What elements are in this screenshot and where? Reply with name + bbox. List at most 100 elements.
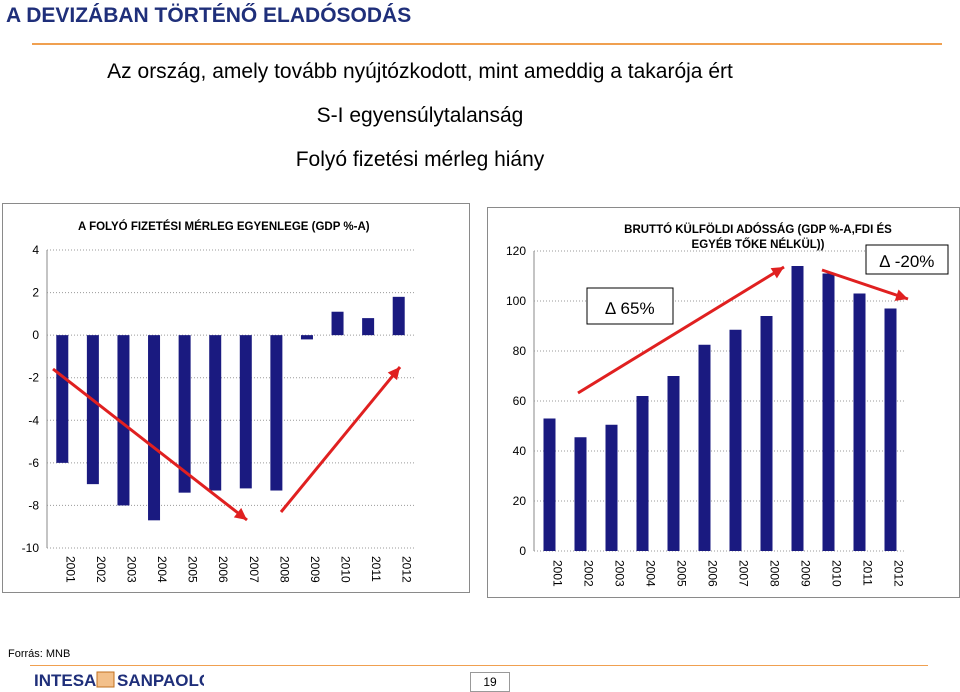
x-tick-label: 2007 [737,560,751,587]
y-tick-label: 60 [513,394,527,408]
x-tick-label: 2008 [277,556,291,583]
arrow-decline-shaft [821,268,909,301]
logo-text-right: SANPAOLO [117,671,204,690]
x-tick-label: 2012 [400,556,414,583]
page-title: A DEVIZÁBAN TÖRTÉNŐ ELADÓSODÁS [6,4,412,27]
y-tick-label: 0 [519,544,526,558]
bar-2007 [729,329,742,551]
logo-mark-icon [96,671,115,688]
subtitle-line-2: S-I egyensúlytalanság [316,104,524,127]
external-debt-chart-panel: BRUTTÓ KÜLFÖLDI ADÓSSÁG (GDP %-A,FDI ÉS … [487,207,960,598]
bar-2004 [148,335,161,521]
bar-2012 [884,308,897,551]
chart2-bars [543,266,897,551]
annotation-down: ∆ -20% [880,252,935,271]
x-tick-label: 2008 [768,560,782,587]
y-tick-label: -4 [28,413,39,427]
bar-2011 [362,318,375,336]
current-account-chart: A FOLYÓ FIZETÉSI MÉRLEG EGYENLEGE (GDP %… [22,220,414,583]
annotation-up: ∆ 65% [605,299,654,318]
bar-2011 [853,293,866,551]
bar-2006 [698,344,711,551]
bar-2008 [270,335,283,491]
subtitle-line-3: Folyó fizetési mérleg hiány [295,148,545,171]
arrow-growth-head [770,267,784,279]
arrow-decline-head [894,289,908,301]
chart1-bars [56,296,405,521]
y-tick-label: -10 [22,541,40,555]
logo-text-left: INTESA [34,671,96,690]
x-tick-label: 2004 [644,560,658,587]
bar-2004 [636,396,649,551]
bar-2001 [543,418,556,551]
x-tick-label: 2001 [63,556,77,583]
chart2-title-line-1: BRUTTÓ KÜLFÖLDI ADÓSSÁG (GDP %-A,FDI ÉS [624,223,892,236]
source-note: Forrás: MNB [8,648,71,660]
intesa-sanpaolo-logo: INTESA SANPAOLO [34,671,204,690]
y-tick-label: 40 [513,444,527,458]
bar-2009 [791,266,804,551]
bar-2010 [822,273,835,551]
arrow-down-shaft [52,367,248,522]
bar-2009 [300,335,313,340]
x-tick-label: 2009 [308,556,322,583]
y-tick-label: -2 [28,371,39,385]
annotation-box-down [865,244,949,275]
arrow-up-shaft [279,366,402,513]
current-account-chart-panel: A FOLYÓ FIZETÉSI MÉRLEG EGYENLEGE (GDP %… [2,203,470,593]
y-tick-label: -8 [28,498,39,512]
bar-2003 [605,424,618,551]
arrow-up-head [387,367,400,381]
bar-2001 [56,335,69,463]
annotation-box-up [586,287,674,325]
bar-2008 [760,316,773,551]
bar-2007 [239,335,252,489]
arrow-down-head [233,507,247,520]
bar-2002 [574,437,587,551]
y-tick-label: 2 [32,286,39,300]
x-tick-label: 2005 [675,560,689,587]
page-number: 19 [470,672,510,692]
subtitle-line-1: Az ország, amely tovább nyújtózkodott, m… [107,60,733,83]
x-tick-label: 2010 [830,560,844,587]
arrow-growth-shaft [577,265,785,395]
x-tick-label: 2004 [155,556,169,583]
chart2-trend-arrows [577,265,909,395]
chart2-x-ticks: 2001 2002 2003 2004 2005 2006 2007 2008 2009 2010… [551,560,906,587]
x-tick-label: 2007 [247,556,261,583]
x-tick-label: 2002 [582,560,596,587]
chart2-title-line-2: EGYÉB TŐKE NÉLKÜL)) [692,238,825,251]
y-tick-label: 4 [32,243,39,257]
external-debt-chart: BRUTTÓ KÜLFÖLDI ADÓSSÁG (GDP %-A,FDI ÉS … [506,223,949,587]
bar-2010 [331,311,344,336]
x-tick-label: 2005 [186,556,200,583]
bar-2012 [392,296,405,336]
chart2-y-ticks: 0 20 40 60 80 100 120 [506,244,526,558]
x-tick-label: 2001 [551,560,565,587]
bar-2005 [667,376,680,551]
x-tick-label: 2006 [706,560,720,587]
x-tick-label: 2002 [94,556,108,583]
y-tick-label: 100 [506,294,526,308]
chart1-gridlines [46,249,414,549]
bar-2002 [86,335,99,485]
chart1-y-ticks: -10 -8 -6 -4 -2 0 2 4 [22,243,40,555]
chart2-gridlines [533,250,906,552]
x-tick-label: 2010 [339,556,353,583]
bar-2003 [117,335,130,506]
x-tick-label: 2011 [861,560,875,586]
x-tick-label: 2006 [216,556,230,583]
y-tick-label: 120 [506,244,526,258]
footer-divider [30,665,928,666]
chart1-x-ticks: 2001 2002 2003 2004 2005 2006 2007 2008 2009 2010… [63,556,413,583]
bar-2005 [178,335,191,493]
x-tick-label: 2003 [124,556,138,583]
x-tick-label: 2011 [369,556,383,582]
y-tick-label: 0 [32,328,39,342]
y-tick-label: 20 [513,494,527,508]
x-tick-label: 2012 [892,560,906,587]
chart1-title: A FOLYÓ FIZETÉSI MÉRLEG EGYENLEGE (GDP %… [78,220,370,233]
title-divider [32,43,942,45]
x-tick-label: 2009 [799,560,813,587]
chart1-trend-arrows [52,366,402,522]
